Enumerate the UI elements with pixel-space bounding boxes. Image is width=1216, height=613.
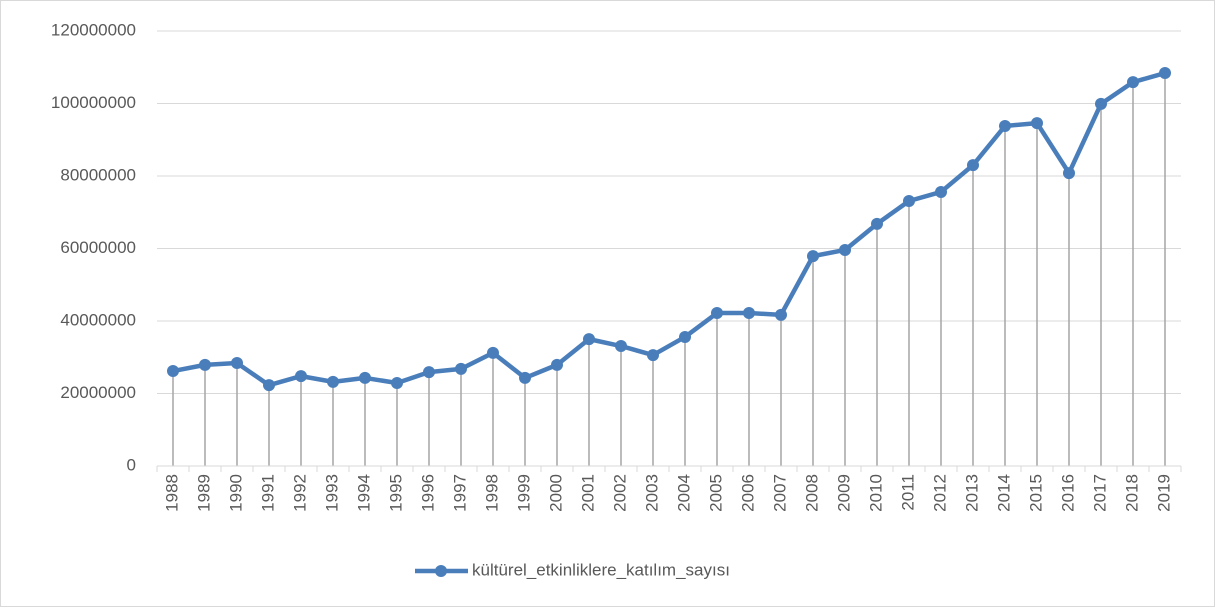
data-point	[1159, 67, 1171, 80]
data-point	[199, 358, 211, 371]
x-tick-label: 2013	[962, 474, 981, 512]
data-point	[1031, 117, 1043, 130]
data-point	[423, 366, 435, 379]
data-point	[679, 330, 691, 343]
data-point	[871, 217, 883, 230]
x-tick-label: 1999	[514, 474, 533, 512]
data-point	[839, 243, 851, 256]
data-point	[903, 195, 915, 208]
data-point	[455, 362, 467, 375]
data-point	[231, 357, 243, 370]
x-tick-label: 2010	[866, 474, 885, 512]
x-tick-label: 1990	[226, 474, 245, 512]
data-point	[647, 349, 659, 362]
x-tick-label: 1996	[418, 474, 437, 512]
x-tick-label: 1992	[290, 474, 309, 512]
data-point	[1127, 76, 1139, 89]
data-point	[1095, 97, 1107, 110]
x-tick-label: 2003	[642, 474, 661, 512]
x-tick-label: 2017	[1090, 474, 1109, 512]
x-tick-label: 1988	[162, 474, 181, 512]
data-point	[807, 250, 819, 263]
x-tick-label: 2014	[994, 474, 1013, 512]
x-tick-label: 1993	[322, 474, 341, 512]
data-point	[391, 376, 403, 389]
y-tick-label: 120000000	[51, 20, 136, 39]
data-point	[327, 375, 339, 388]
x-tick-label: 1994	[354, 474, 373, 512]
x-tick-label: 2009	[834, 474, 853, 512]
data-point	[935, 185, 947, 198]
x-tick-label: 2001	[578, 474, 597, 512]
data-point	[967, 159, 979, 172]
x-tick-label: 1997	[450, 474, 469, 512]
x-tick-label: 2005	[706, 474, 725, 512]
x-tick-label: 2002	[610, 474, 629, 512]
y-tick-label: 60000000	[60, 238, 136, 257]
x-tick-label: 2015	[1026, 474, 1045, 512]
x-tick-label: 1989	[194, 474, 213, 512]
data-point	[167, 365, 179, 378]
x-tick-label: 2011	[898, 474, 917, 511]
legend-label: kültürel_etkinliklere_katılım_sayısı	[472, 560, 730, 579]
x-tick-label: 2008	[802, 474, 821, 512]
data-point	[295, 370, 307, 383]
x-tick-label: 2019	[1154, 474, 1173, 512]
data-point	[615, 340, 627, 353]
data-point	[551, 358, 563, 371]
data-point	[999, 119, 1011, 132]
data-point	[519, 371, 531, 384]
x-tick-label: 1998	[482, 474, 501, 512]
data-point	[487, 346, 499, 359]
x-tick-label: 2018	[1122, 474, 1141, 512]
x-tick-label: 2000	[546, 474, 565, 512]
y-tick-label: 80000000	[60, 165, 136, 184]
data-point	[583, 333, 595, 346]
y-tick-label: 40000000	[60, 310, 136, 329]
y-tick-label: 0	[127, 455, 136, 474]
x-tick-label: 2006	[738, 474, 757, 512]
x-tick-label: 2016	[1058, 474, 1077, 512]
x-tick-label: 2007	[770, 474, 789, 512]
data-point	[1063, 167, 1075, 180]
data-point	[743, 307, 755, 320]
data-point	[775, 308, 787, 321]
y-tick-label: 100000000	[51, 93, 136, 112]
x-tick-label: 1995	[386, 474, 405, 512]
y-tick-label: 20000000	[60, 383, 136, 402]
x-tick-label: 2004	[674, 474, 693, 512]
data-point	[263, 379, 275, 392]
legend-marker	[435, 565, 447, 577]
x-tick-label: 1991	[258, 474, 277, 512]
data-point	[359, 371, 371, 384]
data-point	[711, 307, 723, 320]
x-tick-label: 2012	[930, 474, 949, 512]
